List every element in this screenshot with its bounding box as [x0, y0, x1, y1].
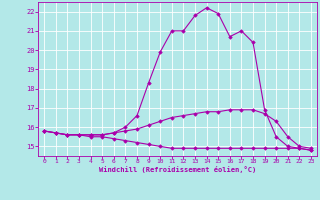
X-axis label: Windchill (Refroidissement éolien,°C): Windchill (Refroidissement éolien,°C): [99, 166, 256, 173]
